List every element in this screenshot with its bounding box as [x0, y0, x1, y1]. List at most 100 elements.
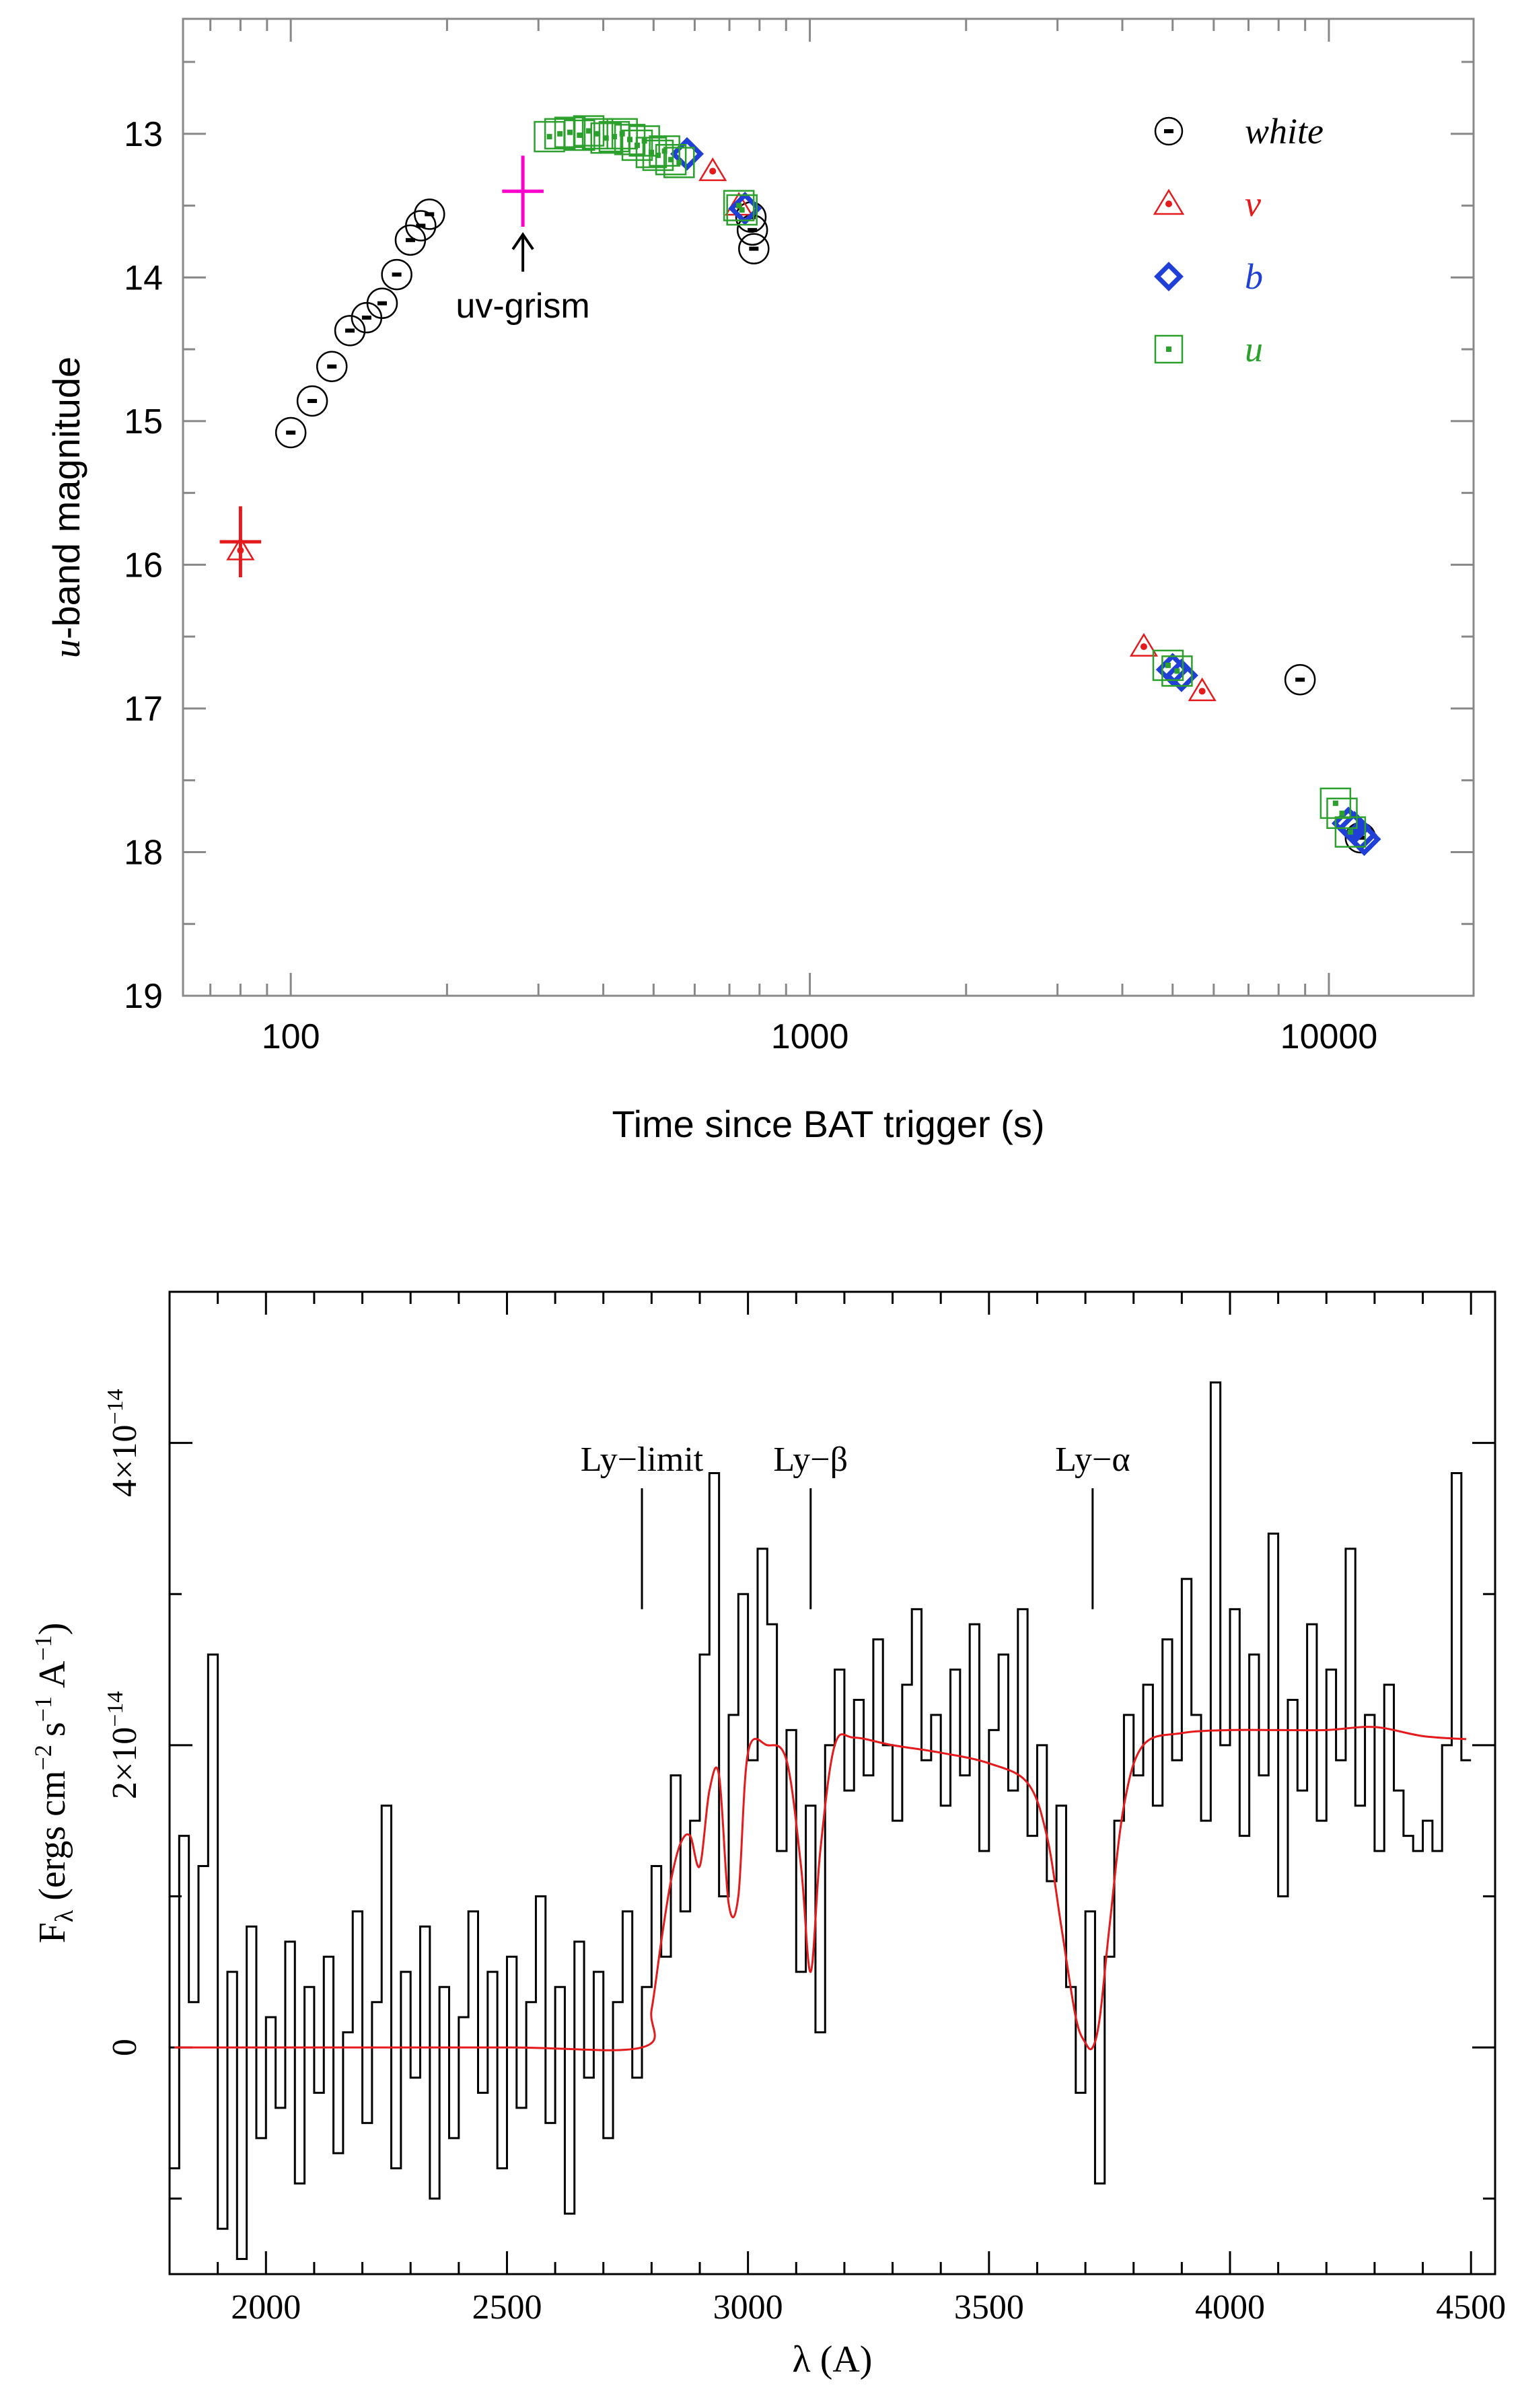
point-u — [663, 147, 695, 178]
point-u-center — [1339, 810, 1345, 816]
light-curve-x-axis-title: Time since BAT trigger (s) — [612, 1103, 1044, 1145]
x-tick-label: 3500 — [954, 2288, 1024, 2327]
point-v-center — [1198, 688, 1206, 695]
x-tick-label: 1000 — [771, 1017, 849, 1056]
light-curve-ticks — [183, 19, 1474, 997]
point-white — [381, 258, 412, 291]
point-u-center — [1347, 829, 1353, 835]
line-marker-label: Ly−β — [773, 1440, 848, 1479]
point-white-center — [405, 238, 415, 242]
flux-unit-s: s — [32, 1722, 73, 1737]
point-white — [1284, 663, 1316, 696]
point-white-center — [425, 212, 435, 217]
point-white — [405, 210, 437, 242]
point-white-center — [392, 272, 402, 277]
point-white-center — [327, 364, 337, 369]
uv-grism-annotation: uv-grism — [456, 231, 590, 326]
point-u — [726, 194, 758, 226]
point-u — [642, 139, 674, 172]
flux-close-paren: ) — [32, 1623, 73, 1636]
point-u-center — [668, 157, 674, 163]
y-tick-mantissa: 0 — [106, 2039, 144, 2056]
x-tick-label: 2500 — [472, 2288, 542, 2327]
point-u-center — [736, 203, 742, 209]
y-tick-label: 14 — [124, 258, 163, 297]
spectrum-model-curve — [174, 1726, 1467, 2051]
point-v — [1129, 632, 1159, 657]
flux-sup-a: −1 — [30, 1635, 57, 1661]
y-tick-label: 4×10−14 — [103, 1389, 144, 1497]
flux-sup-s: −1 — [30, 1696, 57, 1722]
point-white — [738, 233, 770, 264]
legend-marker-b — [1154, 262, 1184, 291]
point-white — [275, 416, 307, 449]
spectrum-frame — [168, 1290, 1496, 2275]
spectrum-y-axis-title: Fλ (ergs cm−2s−1A−1) — [30, 1623, 79, 1944]
point-v-center — [709, 168, 717, 175]
point-u — [564, 119, 595, 151]
point-white-center — [1295, 678, 1305, 682]
flux-symbol: F — [32, 1922, 73, 1943]
point-u — [554, 116, 586, 148]
legend-marker-white-center — [1164, 129, 1173, 133]
point-u-center — [648, 149, 654, 155]
point-white-center — [749, 246, 759, 251]
point-white — [334, 315, 366, 346]
uv-grism-label: uv-grism — [456, 287, 589, 326]
legend-marker-u — [1154, 334, 1184, 364]
y-tick-label: 13 — [124, 115, 163, 154]
point-u-center — [595, 131, 601, 137]
point-white — [413, 198, 445, 230]
point-white — [316, 351, 348, 382]
light-curve-y-axis-title: u-band magnitude — [45, 357, 88, 658]
y-axis-italic-u: u — [46, 639, 88, 658]
point-u-center — [567, 129, 573, 135]
point-u — [1152, 649, 1184, 682]
spectrum-panel: 2000 2500 3000 3500 4000 450002×10−144×10−14 … — [30, 1290, 1506, 2380]
point-u-center — [585, 128, 591, 134]
x-tick-label: 4000 — [1195, 2288, 1265, 2327]
x-tick-label: 4500 — [1436, 2288, 1506, 2327]
light-curve-points — [219, 115, 1381, 856]
y-tick-label: 19 — [124, 977, 163, 1016]
point-u-center — [557, 131, 563, 137]
point-u-center — [1174, 668, 1180, 674]
point-white-center — [361, 316, 371, 320]
point-b — [1347, 822, 1381, 856]
y-tick-label: 2×10−14 — [103, 1691, 144, 1800]
y-axis-title-rest: -band magnitude — [45, 357, 87, 639]
legend-label-u: u — [1245, 329, 1263, 369]
point-v-center — [1140, 643, 1147, 651]
legend-marker-u-center — [1166, 346, 1171, 352]
light-curve-tick-labels: 100 1000 10000 13 14 15 16 17 18 19 — [124, 115, 1377, 1056]
point-u — [723, 190, 755, 221]
point-u-center — [739, 207, 745, 213]
point-u — [590, 122, 622, 154]
point-u-center — [1165, 662, 1171, 668]
light-curve-frame — [182, 17, 1475, 997]
point-u — [655, 144, 687, 176]
point-u — [573, 115, 605, 147]
flux-unit-part1: (ergs cm — [32, 1770, 73, 1909]
legend-label-v: v — [1245, 184, 1261, 224]
x-tick-label: 3000 — [713, 2288, 783, 2327]
legend-marker-v-center — [1165, 200, 1172, 207]
y-tick-label: 0 — [106, 2039, 144, 2056]
point-white-center — [748, 227, 758, 232]
point-white-center — [345, 328, 355, 333]
y-tick-mantissa: 2×10 — [106, 1727, 144, 1799]
line-marker-label: Ly−limit — [581, 1440, 704, 1479]
y-tick-label: 17 — [124, 690, 163, 729]
point-u — [1334, 816, 1367, 848]
point-v — [698, 157, 727, 182]
y-tick-exponent: −14 — [103, 1691, 128, 1727]
point-u — [581, 118, 614, 150]
spectrum-x-axis-title: λ (A) — [793, 2339, 873, 2380]
y-tick-exponent: −14 — [103, 1389, 128, 1424]
legend-label-white: white — [1245, 111, 1324, 151]
y-tick-label: 18 — [124, 833, 163, 872]
y-tick-mantissa: 4×10 — [106, 1425, 144, 1497]
point-u-center — [603, 135, 609, 141]
